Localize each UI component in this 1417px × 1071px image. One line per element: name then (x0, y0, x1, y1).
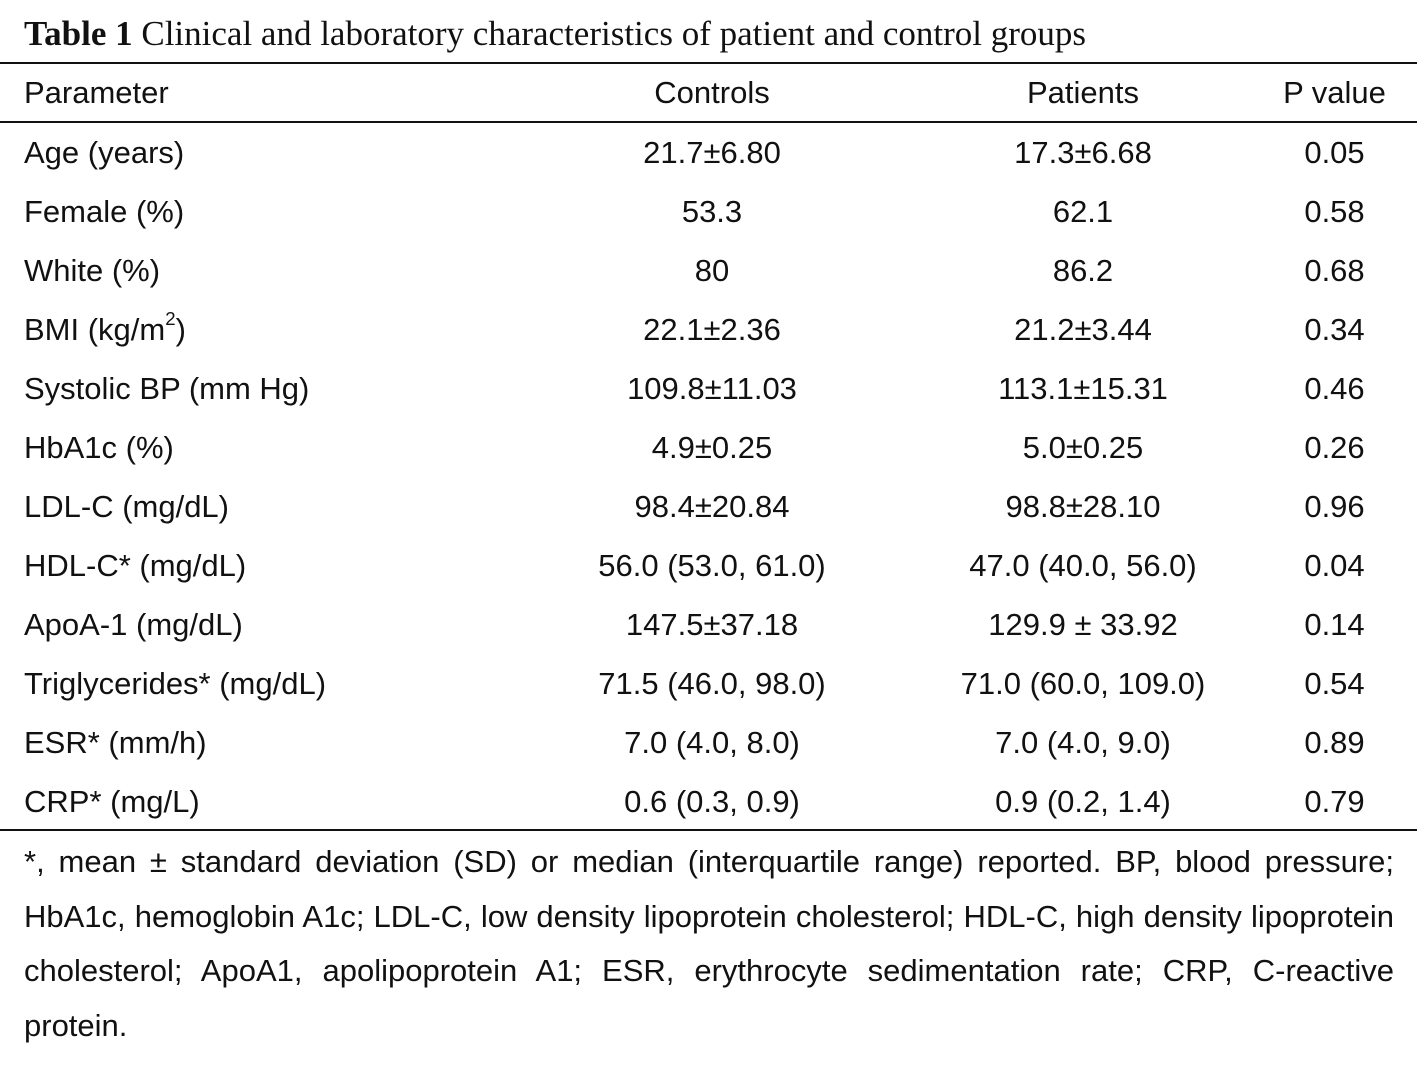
header-controls: Controls (654, 74, 770, 110)
cell-p-value: 0.34 (1304, 311, 1365, 347)
cell-controls: 53.3 (681, 193, 743, 229)
cell-parameter: White (%) (24, 252, 161, 288)
cell-patients: 21.2±3.44 (1014, 311, 1152, 347)
cell-patients: 62.1 (1052, 193, 1114, 229)
table-header-rule (0, 121, 1417, 123)
cell-patients: 71.0 (60.0, 109.0) (960, 665, 1206, 701)
cell-controls: 21.7±6.80 (643, 134, 781, 170)
cell-controls: 71.5 (46.0, 98.0) (598, 665, 826, 701)
cell-p-value: 0.96 (1304, 488, 1365, 524)
characteristics-table: Parameter Controls Patients P value Age … (0, 64, 1417, 831)
cell-controls: 7.0 (4.0, 8.0) (624, 724, 800, 760)
table-row: ESR* (mm/h) 7.0 (4.0, 8.0) 7.0 (4.0, 9.0… (0, 713, 1417, 772)
table-row: Triglycerides* (mg/dL) 71.5 (46.0, 98.0)… (0, 654, 1417, 713)
table-row: LDL-C (mg/dL) 98.4±20.84 98.8±28.10 0.96 (0, 477, 1417, 536)
table-row: HbA1c (%) 4.9±0.25 5.0±0.25 0.26 (0, 418, 1417, 477)
cell-p-value: 0.05 (1304, 134, 1365, 170)
table-caption-text: Clinical and laboratory characteristics … (141, 14, 1087, 53)
table-row: CRP* (mg/L) 0.6 (0.3, 0.9) 0.9 (0.2, 1.4… (0, 772, 1417, 831)
table-row: Age (years) 21.7±6.80 17.3±6.68 0.05 (0, 121, 1417, 182)
cell-parameter-close: ) (175, 311, 186, 347)
cell-parameter: Age (years) (24, 134, 185, 170)
cell-parameter: HbA1c (%) (24, 429, 174, 465)
cell-parameter: Systolic BP (mm Hg) (24, 370, 310, 406)
cell-parameter-text: BMI (kg/m (24, 311, 166, 347)
table-top-rule (0, 62, 1417, 64)
table-row: HDL-C* (mg/dL) 56.0 (53.0, 61.0) 47.0 (4… (0, 536, 1417, 595)
table-bottom-rule (0, 829, 1417, 831)
header-p-value: P value (1283, 74, 1386, 110)
cell-controls: 109.8±11.03 (627, 370, 797, 406)
table-row: Systolic BP (mm Hg) 109.8±11.03 113.1±15… (0, 359, 1417, 418)
cell-p-value: 0.89 (1304, 724, 1365, 760)
table-caption: Table 1 Clinical and laboratory characte… (24, 12, 1394, 56)
cell-parameter: Female (%) (24, 193, 185, 229)
table-footnote: *, mean ± standard deviation (SD) or med… (24, 844, 1394, 1043)
cell-patients: 5.0±0.25 (1022, 429, 1144, 465)
cell-parameter: CRP* (mg/L) (24, 783, 200, 819)
cell-parameter: HDL-C* (mg/dL) (24, 547, 247, 583)
cell-p-value: 0.79 (1304, 783, 1365, 819)
cell-p-value: 0.26 (1304, 429, 1365, 465)
cell-p-value: 0.58 (1304, 193, 1365, 229)
cell-p-value: 0.04 (1304, 547, 1365, 583)
table-row: BMI (kg/m2) 22.1±2.36 21.2±3.44 0.34 (0, 300, 1417, 359)
cell-parameter: LDL-C (mg/dL) (24, 488, 229, 524)
cell-controls: 0.6 (0.3, 0.9) (624, 783, 800, 819)
cell-patients: 0.9 (0.2, 1.4) (995, 783, 1171, 819)
cell-controls: 56.0 (53.0, 61.0) (598, 547, 826, 583)
table-caption-label: Table 1 (24, 14, 133, 53)
cell-p-value: 0.14 (1304, 606, 1365, 642)
superscript-2: 2 (165, 308, 176, 330)
cell-controls: 4.9±0.25 (651, 429, 773, 465)
cell-parameter: BMI (kg/m2) (0, 300, 520, 359)
cell-patients: 113.1±15.31 (998, 370, 1168, 406)
cell-patients: 17.3±6.68 (1014, 134, 1152, 170)
cell-parameter: ESR* (mm/h) (24, 724, 207, 760)
cell-controls: 147.5±37.18 (625, 606, 799, 642)
cell-patients: 98.8±28.10 (1005, 488, 1161, 524)
cell-patients: 47.0 (40.0, 56.0) (969, 547, 1197, 583)
cell-patients: 7.0 (4.0, 9.0) (995, 724, 1171, 760)
table-row: Female (%) 53.3 62.1 0.58 (0, 182, 1417, 241)
cell-p-value: 0.46 (1304, 370, 1365, 406)
header-patients: Patients (1026, 74, 1139, 110)
cell-parameter: ApoA-1 (mg/dL) (24, 606, 243, 642)
table-header-row: Parameter Controls Patients P value (0, 64, 1417, 121)
cell-controls: 22.1±2.36 (643, 311, 781, 347)
cell-parameter: Triglycerides* (mg/dL) (24, 665, 327, 701)
table-row: ApoA-1 (mg/dL) 147.5±37.18 129.9 ± 33.92… (0, 595, 1417, 654)
cell-p-value: 0.54 (1304, 665, 1365, 701)
cell-patients: 86.2 (1052, 252, 1114, 288)
cell-controls: 80 (694, 252, 730, 288)
cell-patients: 129.9 ± 33.92 (988, 606, 1178, 642)
table-row: White (%) 80 86.2 0.68 (0, 241, 1417, 300)
cell-controls: 98.4±20.84 (634, 488, 790, 524)
cell-p-value: 0.68 (1304, 252, 1365, 288)
header-parameter: Parameter (24, 74, 169, 110)
